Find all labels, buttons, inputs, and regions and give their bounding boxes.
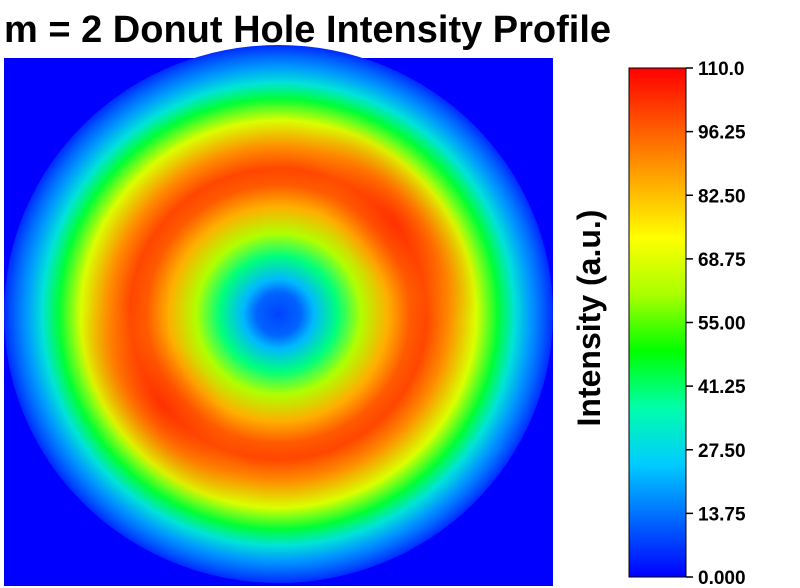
colorbar-tick-label: 55.00: [698, 314, 746, 335]
colorbar-tick-label: 68.75: [698, 250, 746, 271]
hot-lobe-lower-left: [76, 304, 248, 506]
colorbar: 110.0 96.25 82.50 68.75 55.00 41.25 27.50 13.75…: [628, 59, 746, 588]
colorbar-tick-label: 110.0: [698, 59, 745, 80]
intensity-heatmap: [4, 44, 553, 586]
colorbar-tick-label: 0.000: [698, 568, 746, 588]
chart-title: m = 2 Donut Hole Intensity Profile: [4, 9, 612, 51]
colorbar-tick-label: 27.50: [698, 441, 746, 462]
colorbar-label: Intensity (a.u.): [571, 210, 607, 427]
colorbar-tick-label: 41.25: [698, 377, 746, 398]
hot-lobe-upper-right: [309, 122, 481, 324]
colorbar-bar: [628, 67, 687, 578]
colorbar-tick-label: 96.25: [698, 123, 746, 144]
colorbar-tick-label: 82.50: [698, 186, 746, 207]
colorbar-tick-label: 13.75: [698, 504, 746, 525]
